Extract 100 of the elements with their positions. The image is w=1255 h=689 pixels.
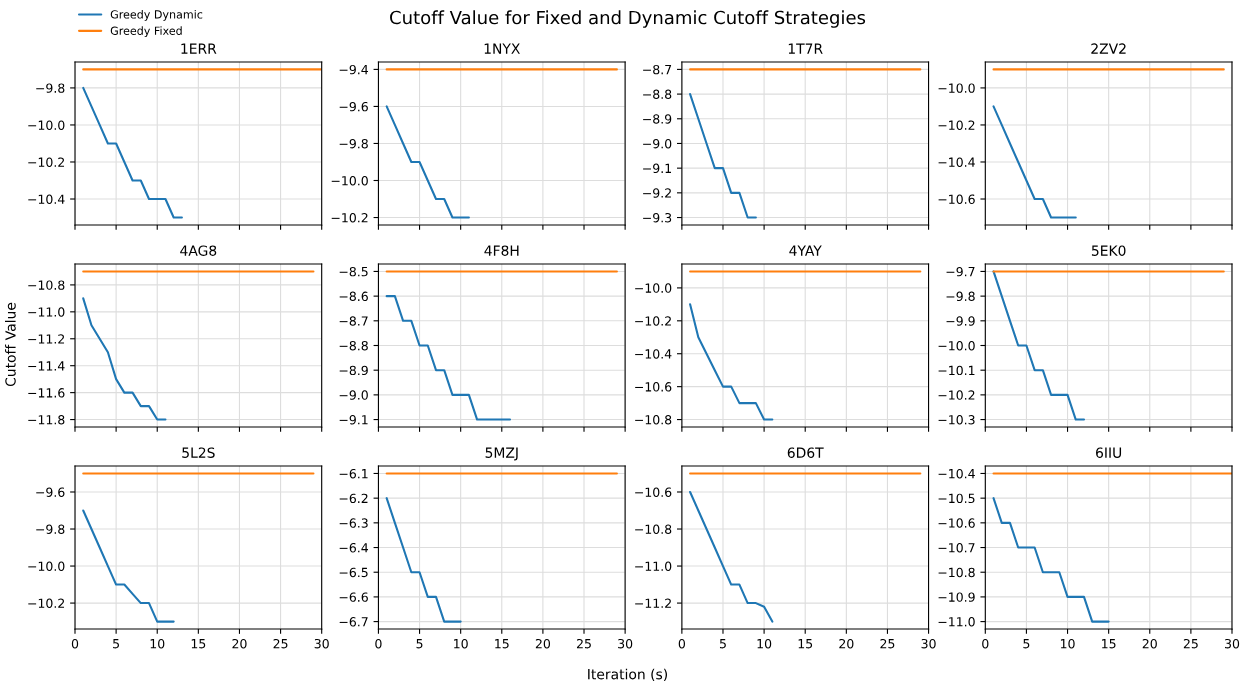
y-tick-label: −10.4 [28,194,65,204]
y-tick-label: −9.8 [339,138,368,149]
line-series [992,497,1110,623]
x-tick-label: 0 [71,638,79,649]
y-tick-label: −10.0 [331,175,368,186]
y-tick-label: −10.0 [938,83,975,93]
chart-title: 4YAY [789,245,822,256]
y-tick-label: −6.4 [339,543,369,553]
x-axis-title: Iteration (s) [588,668,668,682]
y-tick-label: −10.2 [635,316,671,326]
y-tick-label: −9.8 [36,83,65,93]
y-tick-label: −9.1 [339,415,368,425]
line-series [385,105,470,219]
y-tick-label: −10.0 [28,561,65,571]
y-tick-label: −10.2 [28,598,65,609]
y-tick-label: −10.0 [635,283,672,293]
x-tick-label: 15 [798,639,813,649]
y-tick-label: −10.0 [938,340,975,351]
x-tick-label: 15 [495,639,509,649]
y-tick-label: −11.0 [938,617,975,627]
chart-title: 4F8H [484,245,519,256]
legend-label: Greedy Fixed [110,26,182,38]
y-tick-label: −10.4 [635,349,672,359]
y-tick-label: −11.0 [28,307,65,317]
chart-title: 5EK0 [1091,245,1126,256]
y-tick-label: −11.6 [28,388,65,398]
line-series [689,93,757,219]
chart-title: 6D6T [787,447,824,458]
line-series [385,497,462,623]
x-tick-label: 20 [1142,638,1157,649]
y-tick-label: −11.2 [28,334,65,344]
y-tick-label: −10.1 [938,365,975,376]
y-tick-label: −6.1 [339,468,368,479]
y-tick-label: −10.6 [938,194,975,204]
line-series [82,297,167,421]
y-tick-label: −9.4 [339,64,369,75]
x-tick-label: 10 [757,638,772,649]
y-tick-label: −9.2 [643,188,671,198]
y-tick-label: −6.5 [339,567,368,578]
x-tick-label: 25 [273,638,288,649]
x-tick-label: 15 [191,639,206,649]
x-tick-label: 20 [535,638,551,649]
y-tick-label: −11.4 [28,361,65,371]
x-tick-label: 15 [1102,639,1116,649]
line-series [992,270,1086,421]
x-tick-label: 5 [416,639,423,649]
y-tick-label: −8.9 [643,114,672,124]
y-tick-label: −9.0 [339,390,368,400]
y-tick-label: −9.0 [643,138,672,149]
chart-title: 1T7R [788,43,823,54]
chart-title: 2ZV2 [1091,43,1126,54]
chart-title: 1ERR [181,43,217,54]
y-tick-label: −10.4 [938,157,975,167]
y-tick-label: −11.2 [635,598,671,608]
x-tick-label: 30 [921,638,936,649]
y-tick-label: −8.5 [339,266,368,277]
chart-title: 5L2S [182,447,215,458]
y-tick-label: −6.7 [339,617,368,627]
y-tick-label: −9.8 [946,291,975,302]
line-series [385,295,512,421]
y-tick-label: −9.8 [36,524,65,534]
x-tick-label: 10 [1060,638,1075,649]
x-tick-label: 30 [314,638,329,649]
y-tick-label: −10.3 [938,415,975,425]
x-tick-label: 5 [113,639,119,649]
y-tick-label: −8.7 [643,64,672,75]
y-tick-label: −9.6 [36,487,65,497]
y-tick-label: −10.6 [635,487,672,497]
y-tick-label: −8.8 [339,340,368,351]
y-tick-label: −8.7 [339,316,368,326]
y-tick-label: −10.2 [331,213,368,223]
y-tick-label: −10.0 [28,120,65,130]
y-tick-label: −10.6 [635,382,672,392]
x-tick-label: 10 [454,638,468,649]
y-tick-label: −6.2 [339,493,368,504]
line-series [82,509,175,623]
y-tick-label: −10.9 [938,592,975,602]
y-tick-label: −11.0 [635,561,672,571]
y-tick-label: −10.8 [635,415,672,425]
chart-title: 4AG8 [180,245,217,256]
y-tick-label: −10.6 [938,518,975,528]
line-series [82,86,183,219]
y-tick-label: −10.5 [938,493,975,504]
y-tick-label: −6.3 [339,518,368,528]
x-tick-label: 0 [375,638,382,649]
x-tick-label: 5 [719,639,726,649]
y-tick-label: −8.6 [339,291,368,302]
x-tick-label: 0 [678,638,686,649]
y-tick-label: −10.2 [938,120,975,130]
chart-title: 1NYX [484,43,520,54]
x-tick-label: 30 [618,638,633,649]
x-tick-label: 20 [839,638,854,649]
text: Cutoff Value for Fixed and Dynamic Cutoff Strategies [390,10,866,28]
y-tick-label: −9.9 [946,316,975,326]
chart-title: 5MZJ [485,447,518,461]
y-tick-label: −10.8 [28,280,65,290]
y-tick-label: −9.1 [643,163,671,174]
y-tick-label: −10.2 [28,157,65,167]
line-series [689,490,774,623]
x-tick-label: 25 [1183,638,1198,649]
